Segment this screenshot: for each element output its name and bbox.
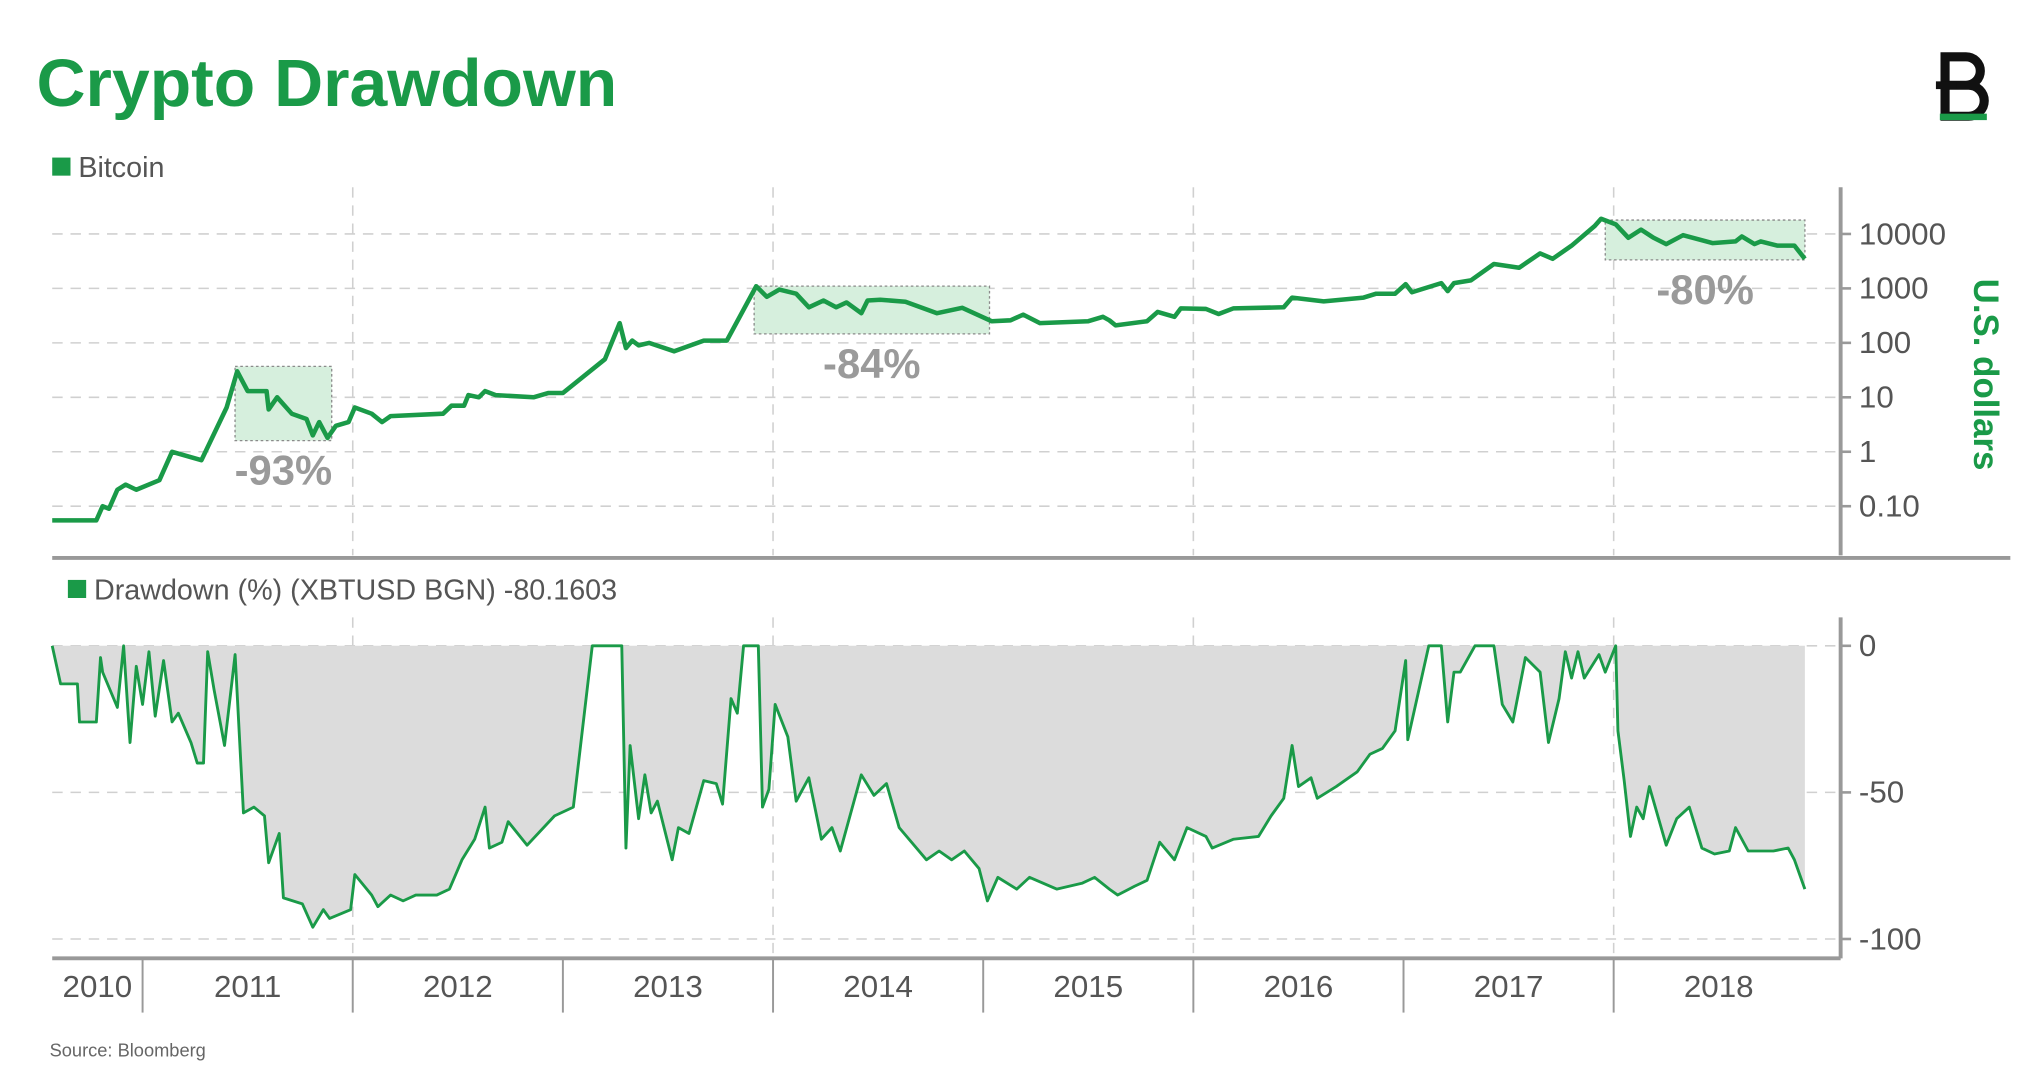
x-tick-label: 2015 xyxy=(1053,969,1123,1004)
logo-bar xyxy=(1935,81,1957,90)
x-tick-label: 2017 xyxy=(1474,969,1544,1004)
drawdown-line xyxy=(50,644,1807,929)
x-tick-label: 2012 xyxy=(423,969,493,1004)
annotation-label: -93% xyxy=(235,447,333,494)
y-tick-label: 10 xyxy=(1859,380,1894,415)
logo xyxy=(1935,52,1989,121)
legend-label: Drawdown (%) (XBTUSD BGN) -80.1603 xyxy=(94,574,617,606)
x-tick-label: 2018 xyxy=(1684,969,1754,1004)
drawdown-area xyxy=(52,645,1805,928)
legend-label: Bitcoin xyxy=(78,152,164,184)
x-tick-label: 2011 xyxy=(214,969,281,1004)
chart-title: Crypto Drawdown xyxy=(37,46,618,121)
y-tick-label: 0 xyxy=(1859,628,1876,663)
price-line xyxy=(52,216,1807,523)
logo-underline xyxy=(1939,113,1987,121)
y-tick-label: 0.10 xyxy=(1859,489,1920,524)
y-tick-label: 10000 xyxy=(1859,216,1946,251)
legend-swatch xyxy=(67,579,87,598)
x-tick-label: 2016 xyxy=(1264,969,1334,1004)
y-axis-label: U.S. dollars xyxy=(1966,279,2005,471)
x-tick-label: 2013 xyxy=(633,969,703,1004)
x-tick-label: 2014 xyxy=(843,969,913,1004)
y-tick-label: -100 xyxy=(1859,921,1922,956)
annotation-label: -84% xyxy=(823,340,921,387)
annotation-label: -80% xyxy=(1656,266,1754,313)
x-tick-label: 2010 xyxy=(63,969,133,1004)
y-tick-label: -50 xyxy=(1859,775,1904,810)
legend-swatch xyxy=(52,157,71,176)
y-tick-label: 1000 xyxy=(1859,271,1929,306)
y-tick-label: 100 xyxy=(1859,325,1911,360)
y-tick-label: 1 xyxy=(1859,434,1876,469)
source-note: Source: Bloomberg xyxy=(50,1041,206,1061)
